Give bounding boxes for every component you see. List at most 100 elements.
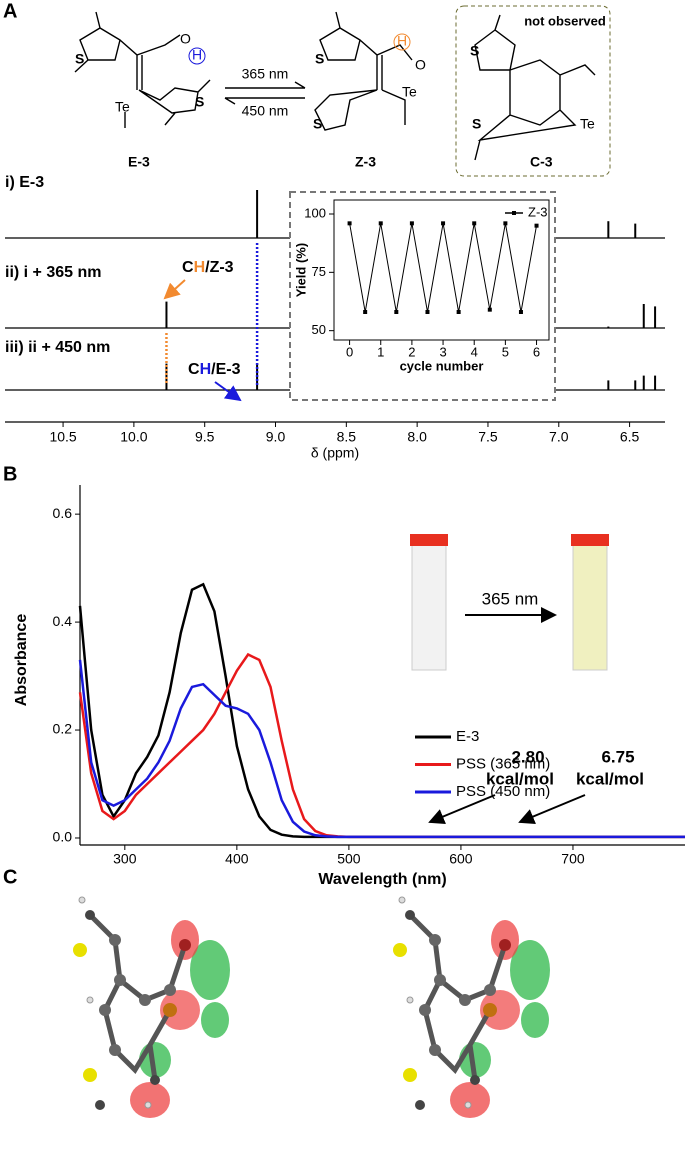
panel-label: B <box>3 463 17 485</box>
x-axis-label: Wavelength (nm) <box>318 871 446 888</box>
annotation-part: H <box>194 259 206 276</box>
annotation: 365 nm <box>482 589 539 608</box>
x-tick-label: 700 <box>561 851 585 867</box>
y-axis-label: Yield (%) <box>293 243 308 297</box>
y-tick-label: 100 <box>304 205 326 220</box>
trace-label: i) E-3 <box>5 174 44 191</box>
point <box>472 221 477 226</box>
x-tick-label: 9.0 <box>266 429 286 445</box>
point <box>378 221 383 226</box>
point <box>363 310 368 314</box>
atom-label: S <box>472 116 481 132</box>
y-tick-label: 75 <box>312 264 326 279</box>
inset-chart: 0 1 2 3 4 5 6 50 75 100 cycle number Yield (%) Z-3 <box>289 191 556 401</box>
atom-label: S <box>75 51 84 67</box>
scheme: S O H Te S E-3 365 nm 450 nm S O H Te S … <box>74 5 611 177</box>
point <box>518 310 523 314</box>
legend-marker <box>512 211 516 215</box>
annotation-part: H <box>200 361 212 378</box>
annotation: CH/Z-3 <box>182 259 234 276</box>
y-tick-label: 50 <box>312 322 326 337</box>
point <box>347 221 352 226</box>
cuvettes <box>410 534 609 671</box>
y-axis-label: Absorbance <box>13 614 30 707</box>
panel-c: 2.80 kcal/mol 6.75 kcal/mol <box>73 747 644 1118</box>
legend-label: Z-3 <box>528 204 548 219</box>
x-axis-label: cycle number <box>400 358 484 373</box>
trace-label: ii) i + 365 nm <box>5 264 101 281</box>
x-tick-label: 6 <box>533 344 540 359</box>
x-tick-label: 300 <box>113 851 137 867</box>
trace-label: iii) ii + 450 nm <box>5 339 110 356</box>
point <box>534 223 539 228</box>
point <box>425 310 430 314</box>
atom-label: H <box>192 47 202 63</box>
legend-label: PSS (365 nm) <box>456 755 550 772</box>
x-tick-label: 9.5 <box>195 429 215 445</box>
point <box>487 307 492 312</box>
atom-label: H <box>397 33 407 49</box>
energy-value: 6.75 <box>601 747 634 766</box>
y-tick-label: 0.6 <box>53 505 73 521</box>
x-tick-label: 10.0 <box>120 429 147 445</box>
atom-label: O <box>180 31 191 47</box>
x-tick-label: 1 <box>377 344 384 359</box>
x-tick-label: 7.0 <box>549 429 569 445</box>
x-tick-label: 8.0 <box>407 429 427 445</box>
x-tick-label: 8.5 <box>337 429 357 445</box>
x-tick-label: 10.5 <box>49 429 76 445</box>
atom-label: Te <box>580 116 595 132</box>
point <box>456 310 461 314</box>
annotation-part: /E-3 <box>211 361 240 378</box>
x-tick-label: 400 <box>225 851 249 867</box>
nmr-chart: i) E-3 ii) i + 365 nm iii) ii + 450 nm CH/Z… <box>5 174 665 461</box>
uv-chart: 300 400 500 600 700 0.0 0.2 0.4 0.6 Wavelength (n… <box>13 485 685 888</box>
arrow-label: 450 nm <box>242 103 289 119</box>
x-tick-label: 4 <box>471 344 478 359</box>
series-line <box>78 659 685 839</box>
arrow-label: 365 nm <box>242 66 289 82</box>
annotation: CH/E-3 <box>188 361 241 378</box>
point <box>394 310 399 314</box>
panel-label: C <box>3 866 17 888</box>
energy-unit: kcal/mol <box>576 769 644 788</box>
atom-label: S <box>315 51 324 67</box>
atom-label: S <box>470 43 479 59</box>
legend-label: PSS (450 nm) <box>456 783 550 800</box>
energy-unit: kcal/mol <box>486 769 554 788</box>
point <box>409 221 414 226</box>
annotation-part: C <box>182 259 194 276</box>
x-tick-label: 600 <box>449 851 473 867</box>
annotation-arrow <box>214 381 242 402</box>
annotation-arrow <box>163 279 186 300</box>
atom-label: S <box>195 94 204 110</box>
x-tick-label: 6.5 <box>620 429 640 445</box>
energy-value: 2.80 <box>511 747 544 766</box>
point <box>503 221 508 226</box>
atom-label: Te <box>402 84 417 100</box>
x-tick-label: 3 <box>439 344 446 359</box>
legend-label: E-3 <box>456 728 479 745</box>
x-tick-label: 7.5 <box>478 429 498 445</box>
atom-label: Te <box>115 99 130 115</box>
plot-frame <box>333 199 550 341</box>
atom-label: O <box>415 57 426 73</box>
compound-label: C-3 <box>530 154 553 170</box>
x-tick-label: 0 <box>346 344 353 359</box>
annotation-arrow <box>428 794 496 825</box>
annotation-part: C <box>188 361 200 378</box>
compound-label: E-3 <box>128 154 150 170</box>
annotation-arrow <box>518 794 586 825</box>
x-tick-label: 5 <box>502 344 509 359</box>
compound-label: Z-3 <box>355 154 376 170</box>
y-tick-label: 0.4 <box>53 613 73 629</box>
x-axis-label: δ (ppm) <box>311 445 359 461</box>
panel-label: A <box>3 0 17 22</box>
y-tick-label: 0.0 <box>53 829 73 845</box>
x-tick-label: 500 <box>337 851 361 867</box>
x-tick-label: 2 <box>408 344 415 359</box>
point <box>441 221 446 226</box>
y-tick-label: 0.2 <box>53 721 73 737</box>
atom-label: S <box>313 116 322 132</box>
